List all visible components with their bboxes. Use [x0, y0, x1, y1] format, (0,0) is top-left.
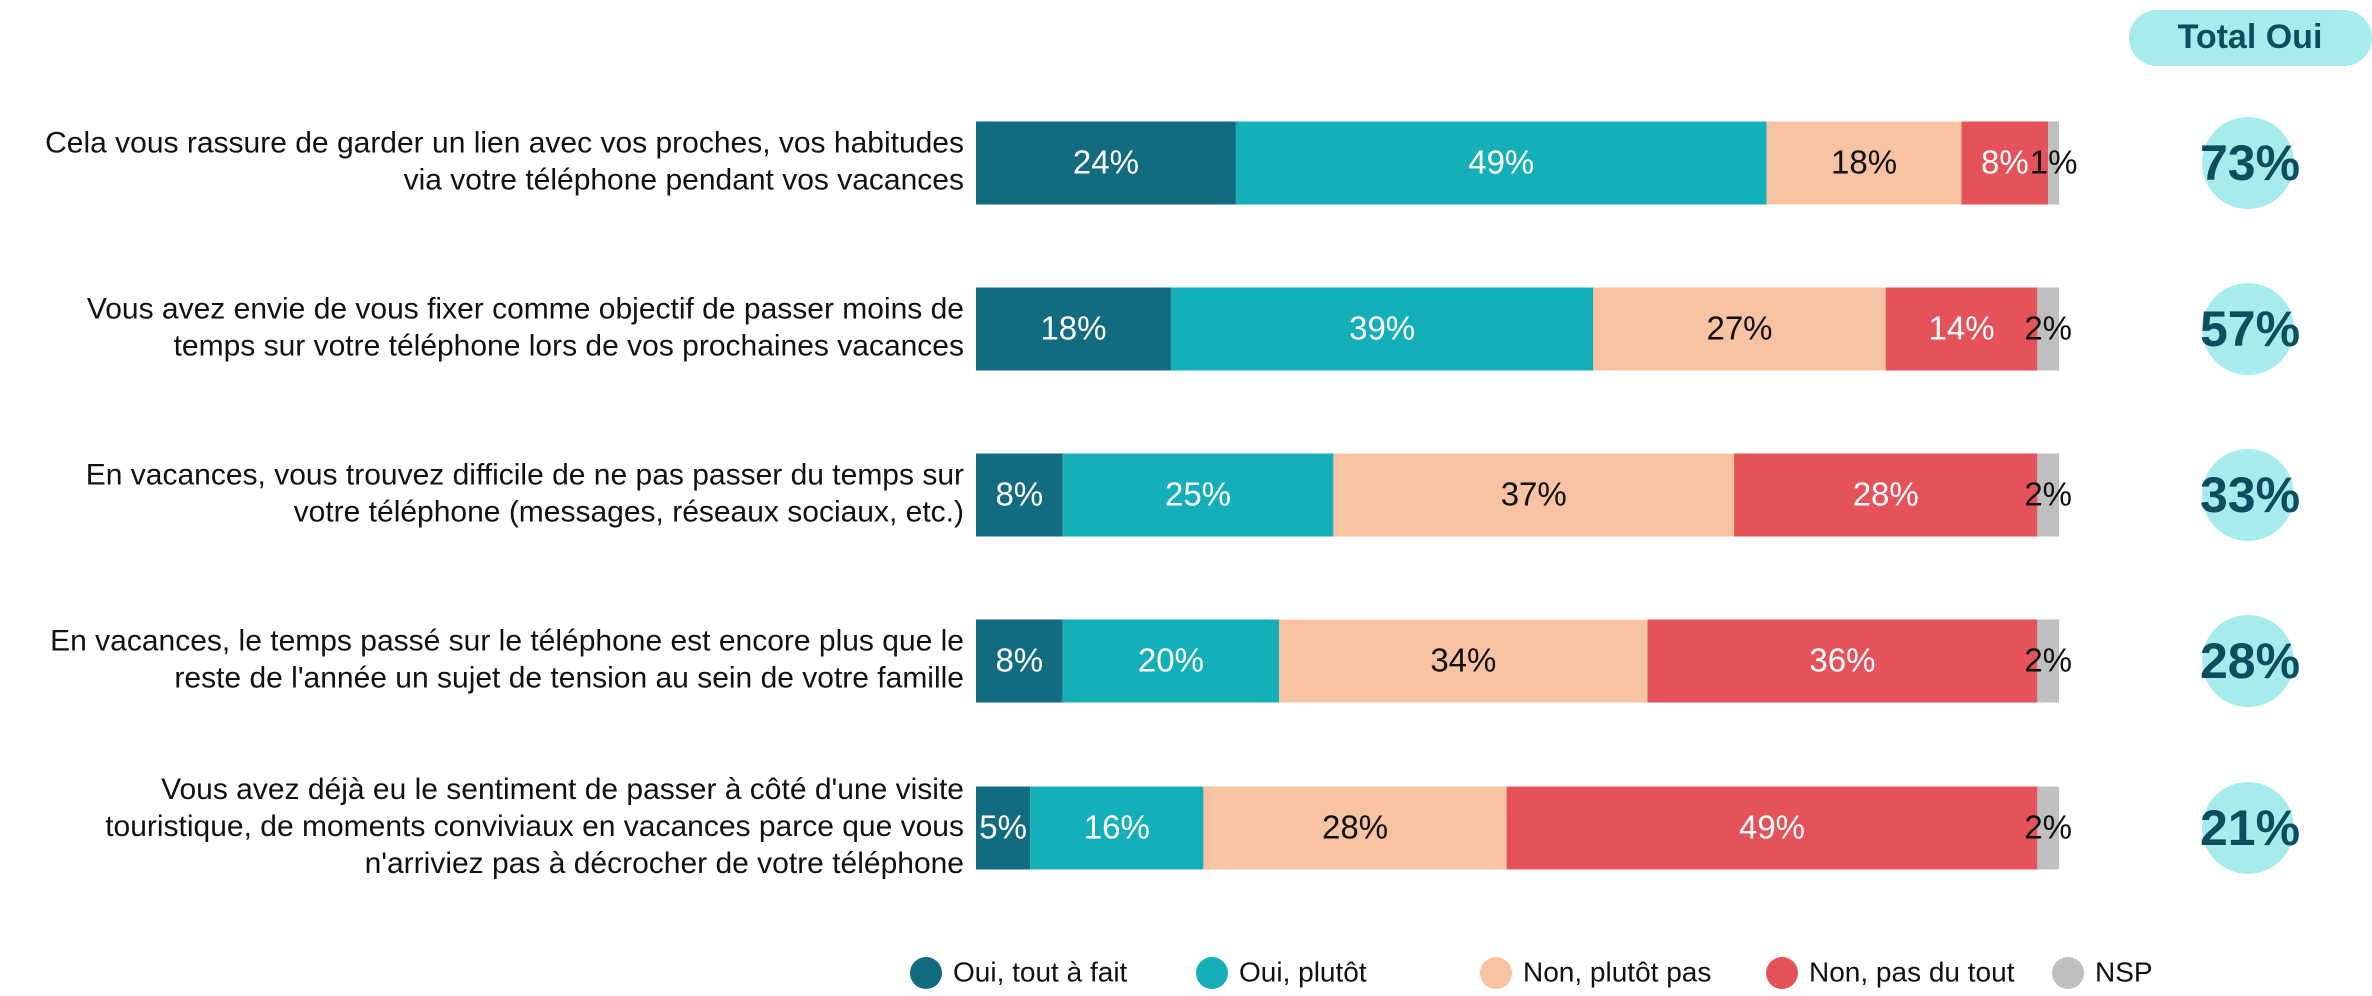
legend-label: Non, pas du tout [1809, 956, 2015, 987]
value-label: 18% [1831, 144, 1897, 181]
value-label: 39% [1349, 310, 1415, 347]
legend-label: Oui, plutôt [1239, 956, 1367, 987]
value-label: 14% [1928, 310, 1994, 347]
category-label: En vacances, le temps passé sur le télép… [50, 624, 964, 657]
value-label: 28% [1322, 809, 1388, 846]
bar-segment [2037, 453, 2059, 537]
bar-segment [1734, 453, 2038, 537]
bar-segment [1170, 287, 1594, 371]
bar-segment [1062, 619, 1280, 703]
total-circle [2202, 615, 2294, 707]
value-label: 5% [979, 809, 1027, 846]
total-header: Total Oui [2178, 18, 2323, 56]
bar-segment [1766, 121, 1962, 205]
bar-segment [976, 619, 1063, 703]
legend-label: Oui, tout à fait [953, 956, 1128, 987]
total-label: 57% [2200, 301, 2300, 357]
bar-segment [1030, 786, 1204, 870]
category-label: Vous avez envie de vous fixer comme obje… [87, 292, 964, 325]
bar-segment [1885, 287, 2038, 371]
legend-swatch [1480, 957, 1512, 989]
value-label: 36% [1809, 642, 1875, 679]
value-label: 2% [2024, 310, 2072, 347]
category-label: Vous avez déjà eu le sentiment de passer… [161, 773, 964, 806]
value-label: 24% [1073, 144, 1139, 181]
bar-segment [1961, 121, 2049, 205]
category-label: En vacances, vous trouvez difficile de n… [86, 458, 964, 491]
bar-segment [976, 786, 1031, 870]
legend-swatch [2052, 957, 2084, 989]
total-circle [2202, 283, 2294, 375]
bar-segment [1593, 287, 1886, 371]
legend-label: Non, plutôt pas [1523, 956, 1711, 987]
total-label: 73% [2200, 135, 2300, 191]
bar-segment [2048, 121, 2059, 205]
total-header-pill [2129, 10, 2372, 66]
bar-segment [1333, 453, 1735, 537]
value-label: 18% [1040, 310, 1106, 347]
value-label: 25% [1165, 476, 1231, 513]
total-label: 21% [2200, 800, 2300, 856]
bar-segment [1647, 619, 2038, 703]
category-label: votre téléphone (messages, réseaux socia… [294, 495, 964, 528]
total-circle [2202, 117, 2294, 209]
category-label: temps sur votre téléphone lors de vos pr… [174, 329, 964, 362]
value-label: 34% [1430, 642, 1496, 679]
legend-label: NSP [2095, 956, 2153, 987]
bar-segment [976, 453, 1063, 537]
bar-segment [1235, 121, 1767, 205]
bar-segment [2037, 287, 2059, 371]
category-label: touristique, de moments conviviaux en va… [105, 810, 964, 843]
bar-segment [1203, 786, 1507, 870]
value-label: 49% [1468, 144, 1534, 181]
value-label: 2% [2024, 642, 2072, 679]
total-circle [2202, 782, 2294, 874]
bar-segment [976, 287, 1171, 371]
legend-swatch [1196, 957, 1228, 989]
category-label: reste de l'année un sujet de tension au … [174, 661, 964, 694]
value-label: 16% [1084, 809, 1150, 846]
total-circle [2202, 449, 2294, 541]
category-label: Cela vous rassure de garder un lien avec… [45, 126, 964, 159]
value-label: 8% [1981, 144, 2029, 181]
legend-swatch [1766, 957, 1798, 989]
category-label: n'arriviez pas à décrocher de votre télé… [365, 847, 964, 880]
legend-swatch [910, 957, 942, 989]
bar-segment [1062, 453, 1334, 537]
category-label: via votre téléphone pendant vos vacances [404, 163, 964, 196]
bar-segment [2037, 619, 2059, 703]
value-label: 8% [995, 642, 1043, 679]
value-label: 20% [1138, 642, 1204, 679]
total-label: 28% [2200, 633, 2300, 689]
bar-segment [2037, 786, 2059, 870]
value-label: 8% [995, 476, 1043, 513]
value-label: 1% [2030, 144, 2078, 181]
total-label: 33% [2200, 467, 2300, 523]
bar-segment [976, 121, 1236, 205]
value-label: 2% [2024, 809, 2072, 846]
value-label: 28% [1853, 476, 1919, 513]
value-label: 49% [1739, 809, 1805, 846]
value-label: 27% [1706, 310, 1772, 347]
value-label: 2% [2024, 476, 2072, 513]
bar-segment [1279, 619, 1648, 703]
value-label: 37% [1501, 476, 1567, 513]
bar-segment [1506, 786, 2038, 870]
